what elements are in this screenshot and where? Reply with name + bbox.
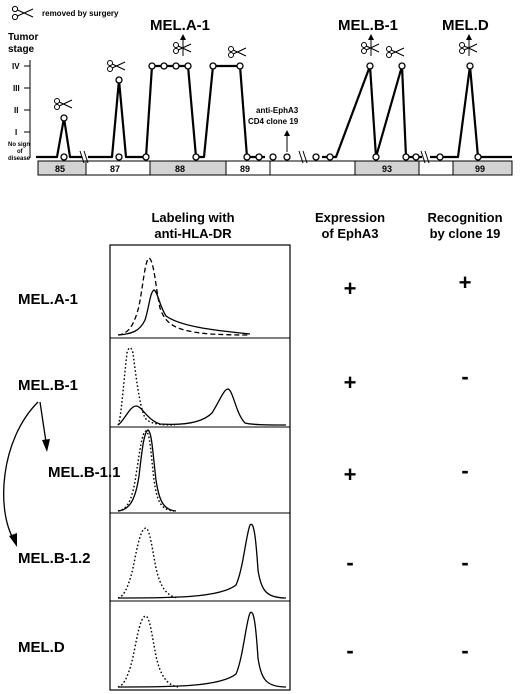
tumor-stage-trace (36, 62, 512, 164)
event-label-mel-b1: MEL.B-1 (338, 17, 398, 34)
header-labeling-1: Labeling with (151, 210, 234, 225)
timeline-y-ticks: IV III II I (12, 60, 31, 158)
expression-mel-b1: + (344, 370, 357, 395)
no-sign-label: No sign of disease (8, 142, 31, 162)
recognition-mel-b12: - (461, 550, 468, 575)
year-88: 88 (175, 164, 185, 174)
tick-i: I (15, 128, 17, 137)
recognition-mel-a1: + (459, 270, 472, 295)
tick-iii: III (13, 84, 20, 93)
year-99: 99 (475, 164, 485, 174)
y-title-line1: Tumor (8, 32, 38, 43)
annotation-line2: CD4 clone 19 (248, 117, 299, 126)
row-label-mel-b12: MEL.B-1.2 (18, 550, 91, 567)
hist-b11-control (117, 430, 175, 512)
header-recognition-2: by clone 19 (430, 226, 501, 241)
lineage-arrows (3, 401, 50, 547)
year-85: 85 (55, 164, 65, 174)
header-recognition-1: Recognition (427, 210, 502, 225)
row-labels: MEL.A-1 MEL.B-1 MEL.B-1.1 MEL.B-1.2 MEL.… (18, 291, 121, 656)
year-93: 93 (382, 164, 392, 174)
expression-mel-b12: - (346, 550, 353, 575)
scissors-icon (459, 42, 478, 54)
hist-a1-control (117, 257, 251, 336)
annotation-line1: anti-EphA3 (256, 106, 299, 115)
row-label-mel-a1: MEL.A-1 (18, 291, 78, 308)
tick-ii: II (14, 106, 18, 115)
tick-iv: IV (12, 62, 20, 71)
header-expression-2: of EphA3 (321, 226, 378, 241)
recognition-column: + - - - - (459, 270, 472, 663)
clone-annotation: anti-EphA3 CD4 clone 19 (248, 106, 299, 152)
recognition-mel-d: - (461, 638, 468, 663)
legend-label: removed by surgery (42, 9, 119, 18)
hist-b12-stain (117, 523, 287, 599)
row-label-mel-b11: MEL.B-1.1 (48, 464, 121, 481)
event-labels: MEL.A-1 MEL.B-1 MEL.D (150, 17, 489, 56)
timeline-y-title: Tumor stage (8, 32, 38, 55)
expression-mel-a1: + (344, 276, 357, 301)
event-label-mel-a1: MEL.A-1 (150, 17, 210, 34)
legend: removed by surgery (11, 5, 119, 21)
expression-mel-d: - (346, 638, 353, 663)
scissors-icon (173, 42, 192, 54)
scissors-icon (11, 5, 34, 21)
hist-d-control (117, 615, 179, 688)
no-sign-line3: disease (8, 156, 31, 162)
row-label-mel-d: MEL.D (18, 639, 65, 656)
expression-mel-b11: + (344, 462, 357, 487)
surgery-markers (54, 42, 478, 110)
hist-d-stain (117, 611, 287, 688)
scissors-icon (361, 42, 380, 54)
scissors-icon (386, 46, 405, 58)
scissors-icon (54, 98, 73, 110)
hist-a1-stain (117, 289, 251, 336)
hist-b1-stain (117, 388, 287, 426)
no-sign-line1: No sign (8, 142, 30, 148)
row-label-mel-b1: MEL.B-1 (18, 377, 78, 394)
table-headers: Labeling with anti-HLA-DR Expression of … (151, 210, 502, 241)
histogram-panels (109, 244, 291, 691)
hist-b1-control (117, 347, 176, 426)
no-sign-line2: of (17, 149, 24, 155)
hist-b12-control (117, 527, 179, 599)
year-bar: 85 87 88 89 93 99 (37, 160, 513, 176)
hist-b11-stain (117, 429, 177, 512)
scissors-icon (228, 46, 247, 58)
header-expression-1: Expression (315, 210, 385, 225)
recognition-mel-b1: - (461, 364, 468, 389)
expression-column: + + + - - (344, 276, 357, 663)
year-89: 89 (240, 164, 250, 174)
scissors-icon (107, 60, 126, 72)
recognition-mel-b11: - (461, 458, 468, 483)
header-labeling-2: anti-HLA-DR (154, 226, 232, 241)
year-87: 87 (110, 164, 120, 174)
event-label-mel-d: MEL.D (442, 17, 489, 34)
y-title-line2: stage (8, 44, 35, 55)
